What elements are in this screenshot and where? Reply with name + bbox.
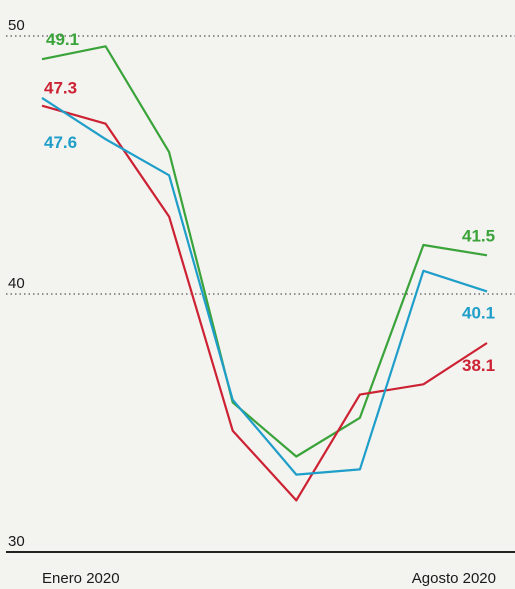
series-lines	[41, 45, 488, 502]
y-tick-label: 30	[8, 533, 25, 550]
series-line-0	[41, 45, 488, 458]
y-tick-label: 40	[8, 275, 25, 292]
x-tick-label-end: Agosto 2020	[412, 570, 496, 587]
y-tick-label: 50	[8, 17, 25, 34]
series-line-2	[41, 96, 488, 476]
grid-lines	[6, 35, 515, 295]
series-line-1	[41, 104, 488, 502]
data-label-end: 40.1	[462, 303, 495, 322]
data-label-start: 49.1	[46, 30, 79, 49]
data-labels: 49.1 41.5 47.3 38.1 47.6 40.1	[44, 30, 495, 375]
x-tick-labels: Enero 2020 Agosto 2020	[42, 570, 496, 587]
x-tick-label-start: Enero 2020	[42, 570, 120, 587]
y-tick-labels: 50 40 30	[8, 17, 25, 550]
data-label-start: 47.3	[44, 79, 77, 98]
data-label-end: 38.1	[462, 356, 495, 375]
data-label-start: 47.6	[44, 133, 77, 152]
data-label-end: 41.5	[462, 226, 495, 245]
